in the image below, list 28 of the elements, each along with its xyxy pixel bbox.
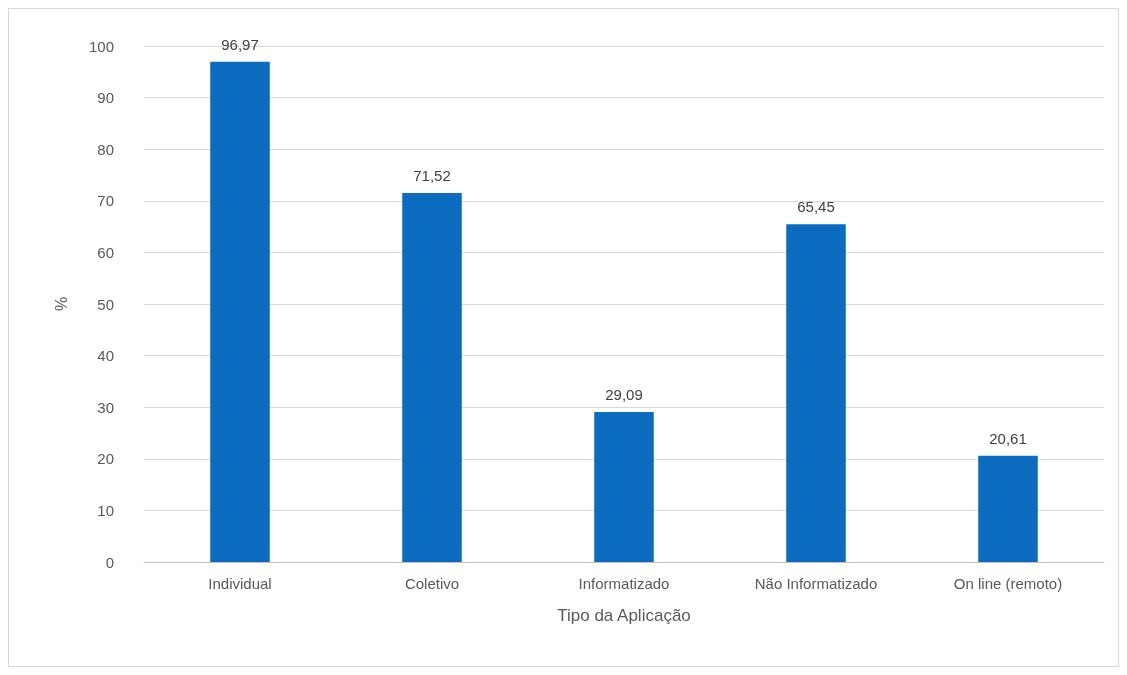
data-label: 20,61 bbox=[989, 429, 1027, 447]
bar bbox=[594, 411, 654, 562]
y-tick-label: 80 bbox=[97, 140, 114, 158]
x-tick-label: Não Informatizado bbox=[754, 575, 878, 592]
bar bbox=[978, 455, 1038, 562]
bar bbox=[786, 224, 846, 562]
y-tick-label: 20 bbox=[97, 450, 114, 468]
x-tick-label: Coletivo bbox=[404, 575, 460, 592]
y-tick-label: 40 bbox=[97, 347, 114, 365]
y-tick-label: 60 bbox=[97, 243, 114, 261]
y-tick-label: 10 bbox=[97, 501, 114, 519]
y-axis-title: % bbox=[52, 296, 70, 312]
bar bbox=[210, 61, 270, 562]
x-tick-label: Informatizado bbox=[578, 575, 670, 592]
data-label: 65,45 bbox=[797, 198, 835, 216]
data-label: 29,09 bbox=[605, 385, 643, 403]
y-tick-label: 30 bbox=[97, 398, 114, 416]
y-tick-label: 100 bbox=[88, 37, 114, 55]
x-axis-title: Tipo da Aplicação bbox=[557, 606, 691, 625]
y-tick-label: 90 bbox=[97, 89, 114, 107]
data-label: 71,52 bbox=[413, 166, 451, 184]
bar bbox=[402, 192, 462, 562]
data-label: 96,97 bbox=[221, 35, 259, 53]
y-tick-label: 70 bbox=[97, 192, 114, 210]
x-tick-label: On line (remoto) bbox=[953, 575, 1063, 592]
y-tick-label: 50 bbox=[97, 295, 114, 313]
y-tick-label: 0 bbox=[105, 553, 114, 571]
x-tick-label: Individual bbox=[208, 575, 272, 592]
